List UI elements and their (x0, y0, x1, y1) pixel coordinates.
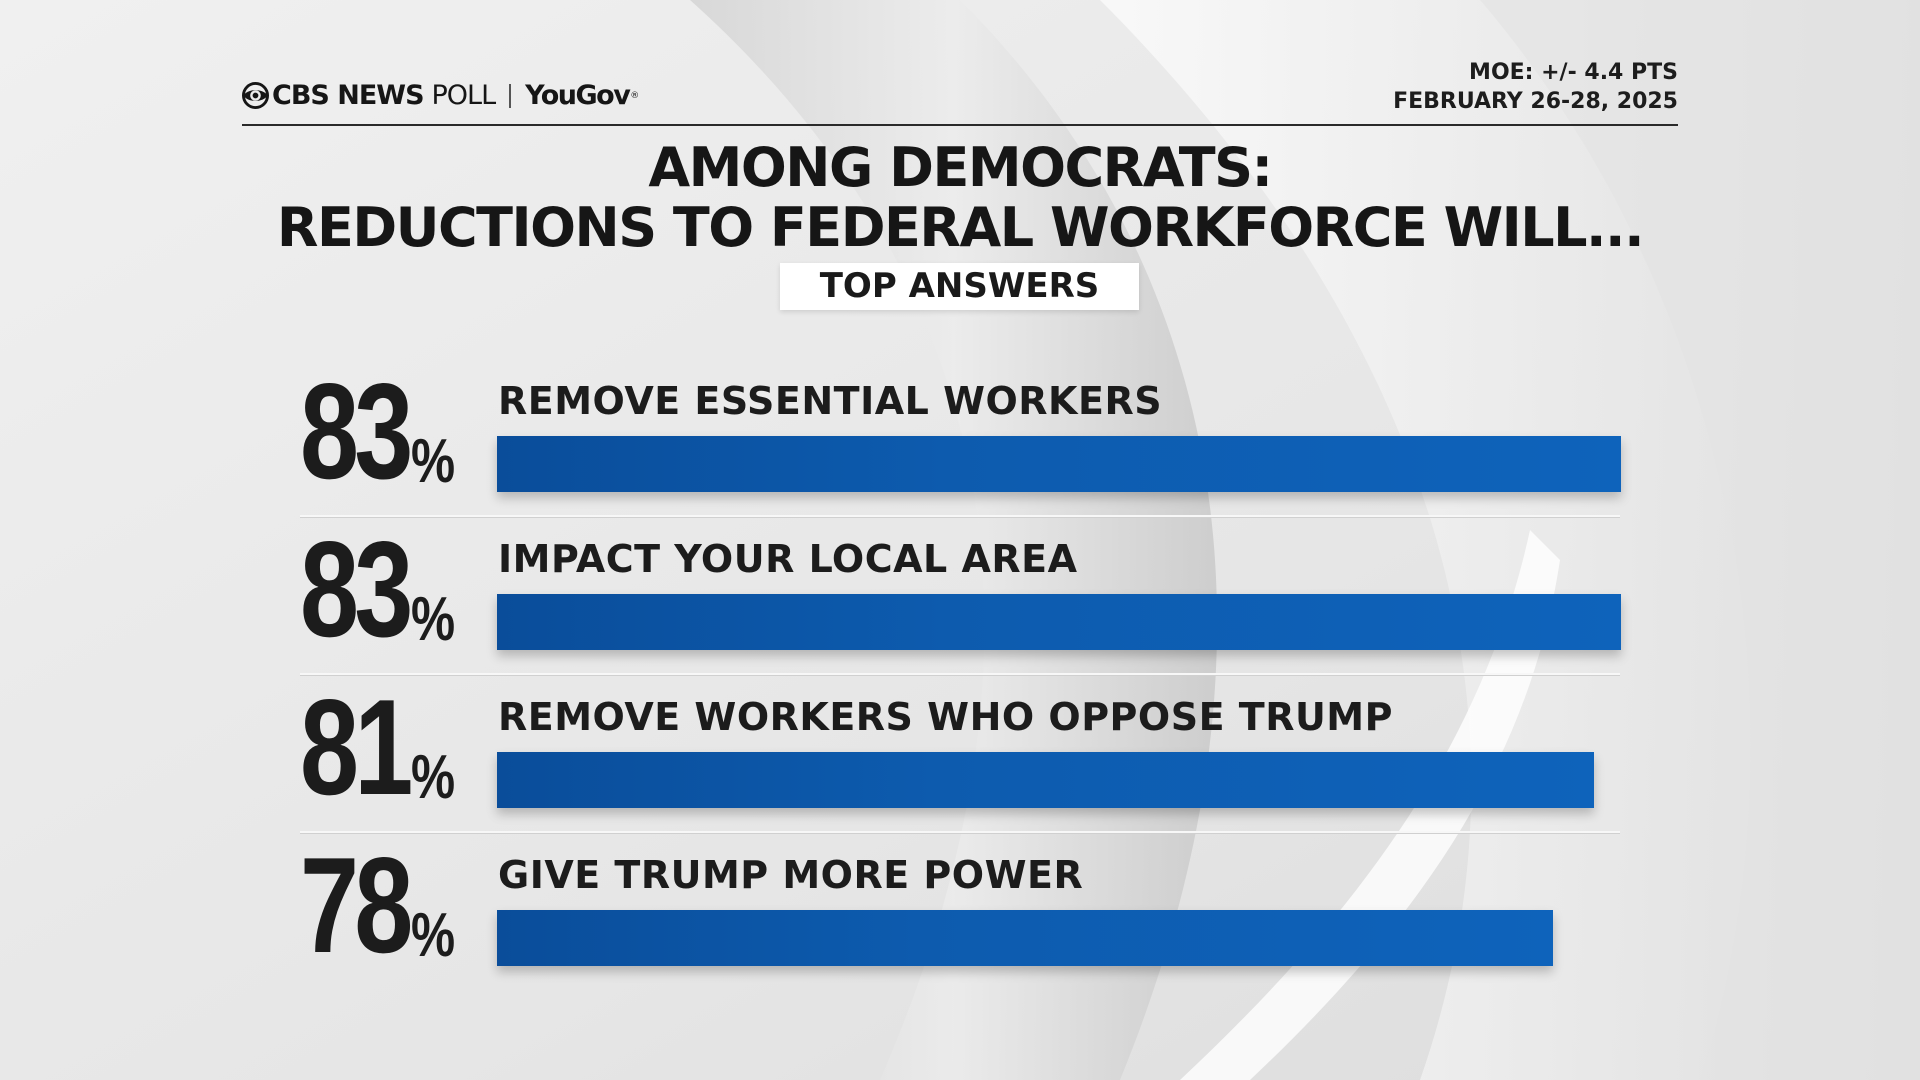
poll-meta: MOE: +/- 4.4 PTS FEBRUARY 26-28, 2025 (1393, 58, 1678, 116)
value-label: 81% (300, 671, 466, 823)
bar (497, 436, 1621, 492)
bar-row: 83% REMOVE ESSENTIAL WORKERS (300, 355, 1621, 518)
value-label: 83% (300, 355, 466, 507)
bar (497, 910, 1553, 966)
chart-subtitle: REDUCTIONS TO FEDERAL WORKFORCE WILL... (276, 196, 1645, 259)
brand-name: CBS NEWS (272, 80, 425, 111)
bar-row: 83% IMPACT YOUR LOCAL AREA (300, 513, 1621, 676)
value-number: 78 (300, 829, 413, 981)
bar-row: 81% REMOVE WORKERS WHO OPPOSE TRUMP (300, 676, 1620, 834)
bar (497, 594, 1621, 650)
bar-track (497, 436, 1621, 492)
partner-logo: YouGov (525, 80, 631, 111)
bar-track (497, 594, 1621, 650)
value-number: 81 (300, 671, 413, 823)
percent-sign: % (410, 743, 456, 812)
brand-logo: CBS NEWS POLL YouGov ® (242, 80, 639, 111)
bar (497, 752, 1594, 808)
percent-sign: % (410, 901, 456, 970)
category-label: REMOVE ESSENTIAL WORKERS (498, 379, 1163, 423)
poll-dates: FEBRUARY 26-28, 2025 (1393, 89, 1678, 114)
registered-icon: ® (630, 90, 639, 101)
bar-chart: 83% REMOVE ESSENTIAL WORKERS 83% IMPACT YOU… (300, 355, 1621, 992)
category-label: REMOVE WORKERS WHO OPPOSE TRUMP (498, 695, 1393, 739)
value-label: 83% (300, 513, 466, 665)
value-number: 83 (300, 513, 413, 665)
margin-of-error: MOE: +/- 4.4 PTS (1469, 60, 1678, 85)
category-label: GIVE TRUMP MORE POWER (498, 853, 1084, 897)
value-number: 83 (300, 355, 413, 507)
brand-divider (509, 83, 512, 108)
bar-row: 78% GIVE TRUMP MORE POWER (300, 834, 1620, 992)
category-label: IMPACT YOUR LOCAL AREA (498, 537, 1078, 581)
header: CBS NEWS POLL YouGov ® MOE: +/- 4.4 PTS … (242, 60, 1678, 126)
percent-sign: % (410, 585, 456, 654)
top-answers-badge: TOP ANSWERS (780, 263, 1139, 310)
bar-track (497, 910, 1621, 966)
row-divider (300, 831, 1620, 834)
chart-title: AMONG DEMOCRATS: REDUCTIONS TO FEDERAL W… (230, 138, 1690, 258)
cbs-eye-icon (242, 82, 269, 109)
row-divider (300, 515, 1620, 518)
percent-sign: % (410, 427, 456, 496)
brand-poll: POLL (431, 80, 497, 111)
value-label: 78% (300, 829, 466, 981)
bar-track (497, 752, 1621, 808)
chart-title-line: AMONG DEMOCRATS: (648, 136, 1273, 199)
row-divider (300, 673, 1620, 676)
